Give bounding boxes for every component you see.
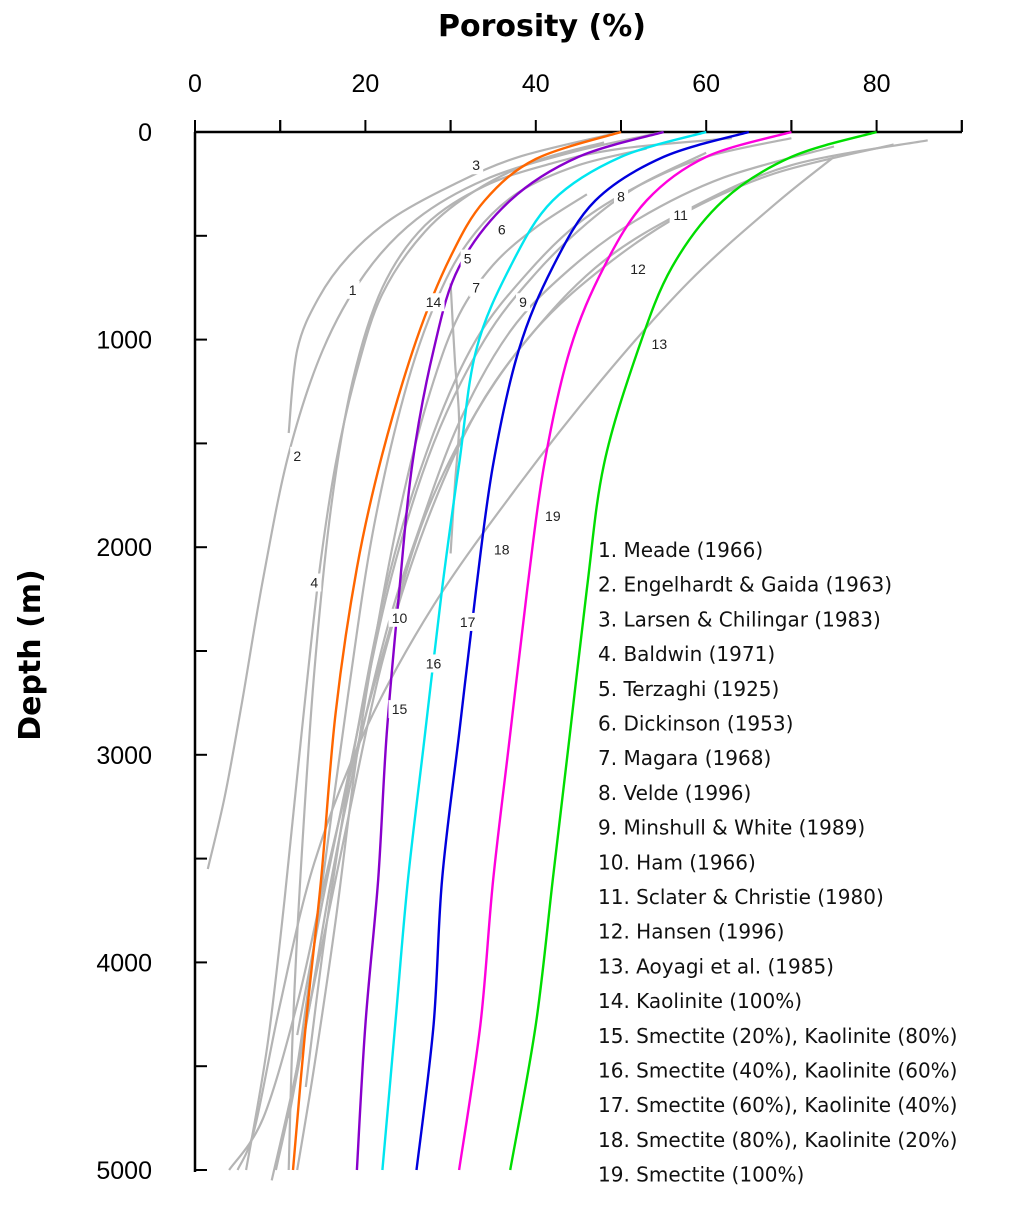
legend-item: 18. Smectite (80%), Kaolinite (20%) — [598, 1128, 957, 1152]
legend-item: 5. Terzaghi (1925) — [598, 677, 779, 701]
legend-item: 12. Hansen (1996) — [598, 920, 784, 944]
curve-label-15: 15 — [392, 701, 408, 717]
curve-label-bg-17 — [456, 612, 479, 631]
curve-label-bg-3 — [469, 156, 484, 175]
curve-1 — [287, 130, 622, 434]
curve-12 — [228, 143, 894, 1171]
curve-label-bg-9 — [516, 293, 531, 312]
curve-15 — [355, 130, 664, 1171]
y-tick-label: 3000 — [96, 742, 152, 770]
curve-label-bg-8 — [614, 187, 628, 206]
curve-label-bg-12 — [627, 260, 650, 279]
legend-item: 11. Sclater & Christie (1980) — [598, 885, 884, 909]
curve-17 — [415, 130, 750, 1171]
x-axis-title: Porosity (%) — [438, 9, 646, 44]
curve-label-11: 11 — [673, 207, 688, 223]
legend-item: 10. Ham (1966) — [598, 850, 756, 874]
legend-item: 4. Baldwin (1971) — [598, 642, 775, 666]
curve-label-bg-14 — [422, 293, 445, 312]
curve-label-2: 2 — [293, 448, 301, 464]
legend-item: 16. Smectite (40%), Kaolinite (60%) — [598, 1059, 957, 1083]
curve-label-bg-13 — [648, 334, 671, 353]
curve-label-9: 9 — [519, 294, 527, 310]
y-tick-label: 0 — [138, 119, 152, 147]
curve-7 — [296, 193, 588, 1171]
curve-5 — [274, 147, 647, 1171]
x-tick-label: 60 — [692, 70, 720, 98]
legend-item: 15. Smectite (20%), Kaolinite (80%) — [598, 1024, 957, 1048]
curve-label-13: 13 — [652, 336, 668, 352]
curve-label-7: 7 — [472, 280, 480, 296]
y-tick-label: 1000 — [96, 327, 152, 355]
legend-item: 13. Aoyagi et al. (1985) — [598, 954, 834, 978]
curve-4 — [245, 141, 605, 1171]
curve-label-bg-11 — [669, 206, 692, 225]
ticks-group: 0 20 40 60 80 0 1000 2000 3000 4000 5000 — [96, 70, 963, 1185]
legend-item: 6. Dickinson (1953) — [598, 712, 793, 736]
x-tick-label: 80 — [863, 70, 891, 98]
curve-label-14: 14 — [426, 294, 442, 310]
y-tick-label: 2000 — [96, 534, 152, 562]
curve-19 — [509, 130, 877, 1171]
curve-label-10: 10 — [392, 610, 408, 626]
curve-label-8: 8 — [617, 188, 625, 204]
curve-label-19: 19 — [545, 508, 561, 524]
curve-label-bg-15 — [388, 700, 411, 719]
curve-label-12: 12 — [630, 261, 646, 277]
curve-label-4: 4 — [310, 574, 318, 590]
curve-label-17: 17 — [460, 614, 476, 630]
curve-2 — [206, 130, 664, 870]
curve-label-1: 1 — [349, 282, 357, 298]
curve-label-bg-2 — [290, 446, 305, 465]
curve-label-5: 5 — [464, 251, 472, 267]
curve-label-bg-4 — [307, 573, 322, 592]
legend: 1. Meade (1966) 2. Engelhardt & Gaida (19… — [598, 538, 957, 1187]
y-tick-label: 5000 — [96, 1157, 152, 1185]
curve-label-bg-7 — [469, 278, 484, 297]
y-axis-title: Depth (m) — [13, 569, 48, 741]
curve-13 — [236, 156, 835, 1171]
curves-group — [206, 130, 928, 1181]
legend-item: 19. Smectite (100%) — [598, 1163, 804, 1187]
legend-item: 2. Engelhardt & Gaida (1963) — [598, 573, 892, 597]
curve-label-bg-10 — [388, 608, 411, 627]
curve-label-bg-16 — [422, 654, 445, 673]
legend-item: 7. Magara (1968) — [598, 746, 771, 770]
curve-18 — [457, 130, 792, 1171]
legend-item: 8. Velde (1996) — [598, 781, 751, 805]
legend-item: 1. Meade (1966) — [598, 538, 763, 562]
curve-label-3: 3 — [472, 157, 480, 173]
curve-label-bg-6 — [494, 220, 509, 239]
x-tick-label: 40 — [522, 70, 550, 98]
legend-item: 9. Minshull & White (1989) — [598, 816, 865, 840]
x-tick-label: 20 — [351, 70, 379, 98]
curve-10 — [287, 145, 835, 1119]
y-tick-label: 4000 — [96, 949, 152, 977]
legend-item: 3. Larsen & Chilingar (1983) — [598, 607, 881, 631]
curve-label-6: 6 — [498, 222, 506, 238]
x-tick-label: 0 — [188, 70, 202, 98]
curve-14 — [291, 130, 622, 1171]
curve-label-18: 18 — [494, 541, 510, 557]
curve-label-bg-5 — [460, 249, 475, 268]
curve-label-bg-19 — [541, 507, 564, 526]
curve-label-bg-18 — [490, 540, 513, 559]
legend-item: 17. Smectite (60%), Kaolinite (40%) — [598, 1093, 957, 1117]
legend-item: 14. Kaolinite (100%) — [598, 989, 802, 1013]
curve-label-16: 16 — [426, 655, 442, 671]
curve-16 — [381, 130, 707, 1171]
curve-label-bg-1 — [345, 280, 360, 299]
curve-11 — [270, 139, 928, 1181]
